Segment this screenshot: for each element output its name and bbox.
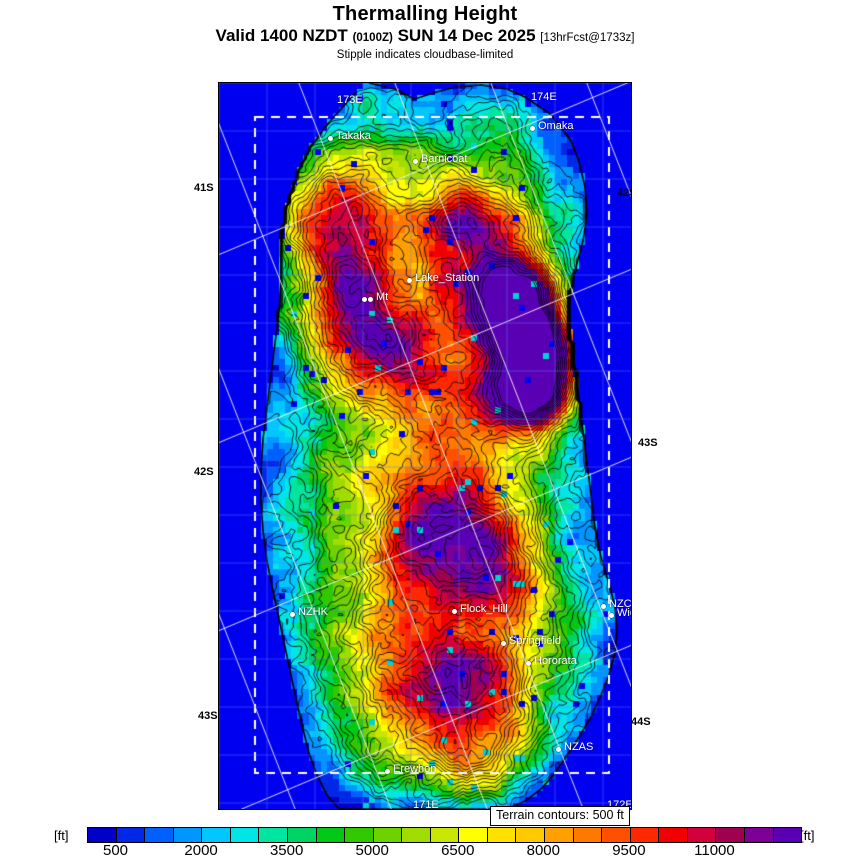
colorbar-gradient — [87, 827, 802, 843]
colorbar-tick: 8000 — [526, 842, 560, 859]
colorbar-unit-left: [ft] — [54, 828, 69, 843]
colorbar-segment — [487, 828, 517, 842]
graticule-label: 42S — [194, 466, 214, 478]
valid-time-line: Valid 1400 NZDT (0100Z) SUN 14 Dec 2025 … — [0, 26, 850, 48]
page-title: Thermalling Height — [332, 3, 518, 25]
colorbar-segment — [316, 828, 346, 842]
colorbar-segment — [459, 828, 488, 842]
colorbar-tick: 2000 — [184, 842, 218, 859]
colorbar-tick: 3500 — [269, 842, 304, 859]
colorbar-segment — [287, 828, 317, 842]
colorbar-unit-right: [ft] — [800, 828, 815, 843]
colorbar-tick: 6500 — [441, 842, 475, 859]
graticule-label: 43S — [638, 437, 658, 449]
colorbar-segment — [145, 828, 174, 842]
colorbar-segment — [430, 828, 460, 842]
colorbar-segment — [659, 828, 688, 842]
terrain-contour-legend: Terrain contours: 500 ft — [490, 806, 630, 826]
colorbar-segment — [630, 828, 660, 842]
valid-utc: (0100Z) — [352, 32, 393, 44]
colorbar-segment — [202, 828, 231, 842]
valid-date: SUN 14 Dec 2025 — [397, 26, 536, 45]
thermalling-height-raster — [219, 83, 631, 809]
valid-prefix: Valid 1400 NZDT — [215, 26, 348, 45]
colorbar-segment — [373, 828, 403, 842]
colorbar-segment — [116, 828, 146, 842]
colorbar-segment — [744, 828, 774, 842]
colorbar-tick: 500 — [103, 842, 129, 859]
colorbar-segment — [573, 828, 603, 842]
graticule-label: 44S — [631, 716, 651, 728]
colorbar-segment — [259, 828, 288, 842]
colorbar-segment — [173, 828, 203, 842]
graticule-label: 41S — [194, 182, 214, 194]
colorbar-tick: 9500 — [612, 842, 646, 859]
colorbar-segment — [602, 828, 631, 842]
colorbar-segment — [773, 828, 802, 842]
colorbar-tick-labels: 500 2000 3500 5000 6500 8000 9500 11000 — [87, 842, 800, 860]
colorbar-segment — [345, 828, 374, 842]
graticule-label: 43S — [198, 710, 218, 722]
colorbar-segment — [687, 828, 717, 842]
colorbar-segment — [716, 828, 745, 842]
stipple-note: Stipple indicates cloudbase-limited — [336, 49, 514, 61]
colorbar-segment — [230, 828, 260, 842]
colorbar-tick: 11000 — [694, 842, 735, 859]
colorbar-segment — [88, 828, 117, 842]
colorbar: [ft] [ft] 500 2000 3500 5000 6500 8000 9500 110… — [0, 826, 850, 860]
colorbar-segment — [545, 828, 574, 842]
header-block: Thermalling Height Valid 1400 NZDT (0100… — [0, 0, 850, 62]
forecast-tag: [13hrFcst@1733z] — [540, 32, 635, 44]
colorbar-segment — [516, 828, 545, 842]
forecast-map[interactable]: Takaka Omaka Barnicoat Lake_Station Mt NZHK Fl… — [218, 82, 632, 810]
colorbar-segment — [402, 828, 431, 842]
colorbar-tick: 5000 — [355, 842, 389, 859]
